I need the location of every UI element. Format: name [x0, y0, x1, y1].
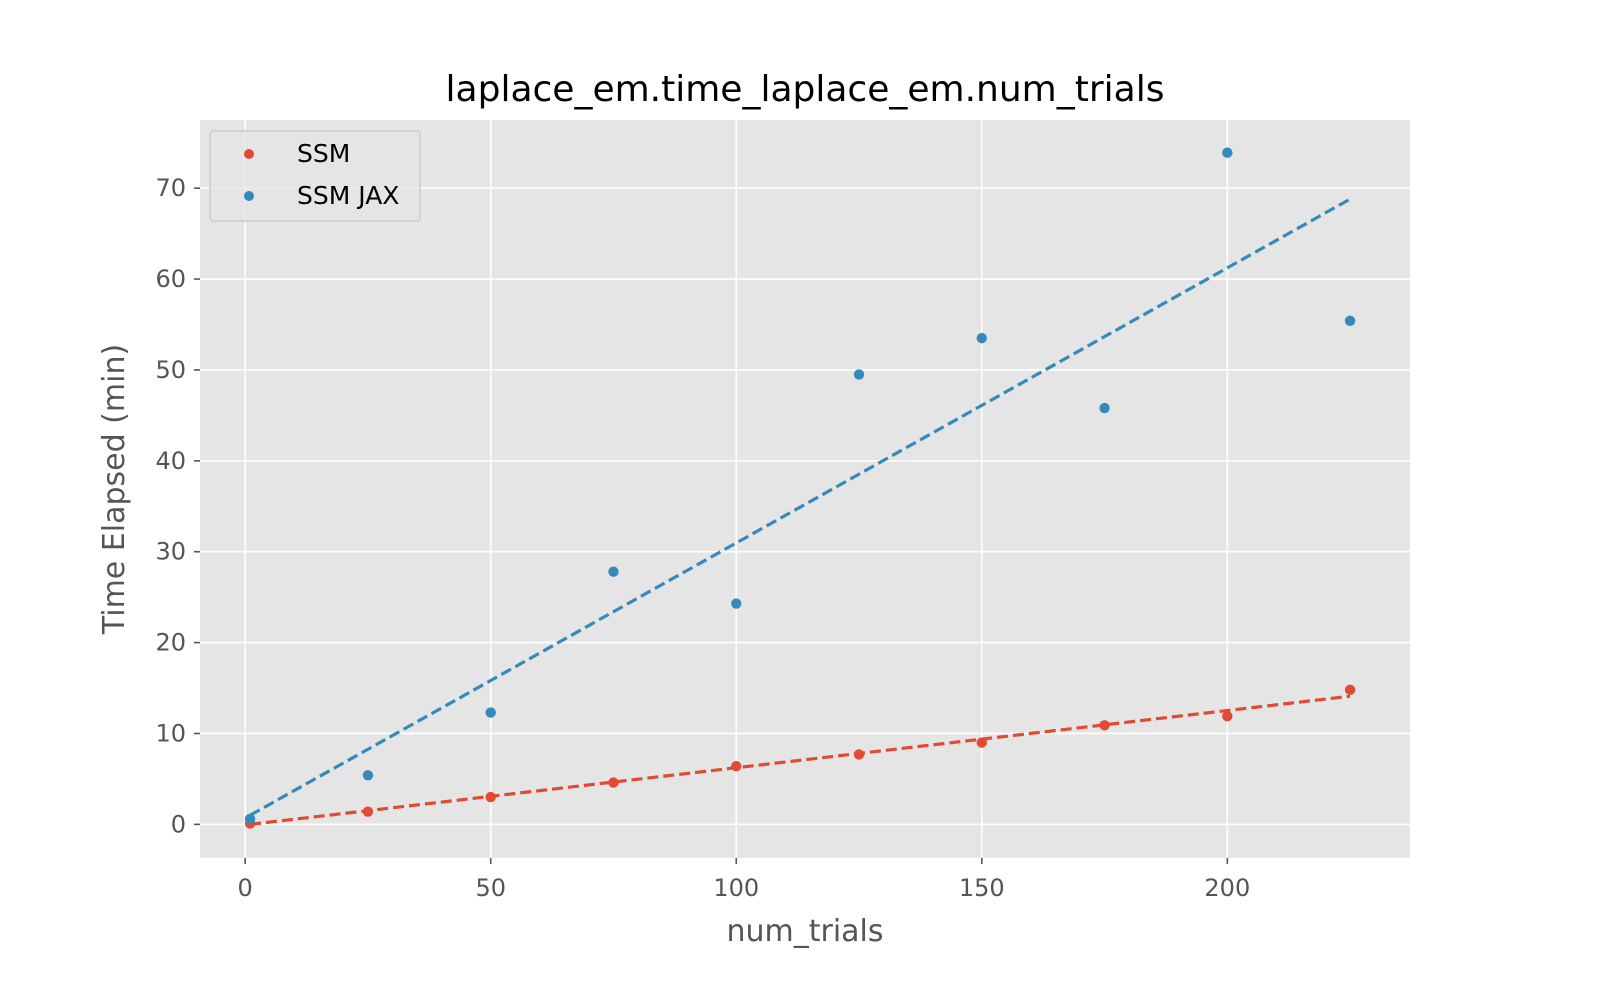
y-tick-label: 30: [155, 538, 186, 566]
data-point-ssm: [1099, 720, 1110, 731]
data-points: [244, 147, 1356, 829]
y-axis-label: Time Elapsed (min): [97, 344, 132, 635]
y-tick-label: 70: [155, 174, 186, 202]
data-point-ssm: [976, 737, 987, 748]
fit-line-ssm-jax: [249, 197, 1351, 817]
x-tick-label: 50: [475, 874, 506, 902]
chart-title: laplace_em.time_laplace_em.num_trials: [446, 69, 1165, 110]
y-tick-label: 20: [155, 629, 186, 657]
axis-ticks: 0 50 100 150 200 0 10 20 30 40 50 60 70: [155, 174, 1250, 902]
data-point-ssm: [362, 806, 374, 817]
data-point-ssm-jax: [731, 598, 742, 609]
x-tick-label: 0: [238, 874, 253, 902]
legend-marker-ssm: [244, 149, 254, 159]
data-point-ssm-jax: [1222, 147, 1233, 158]
data-point-ssm: [731, 761, 742, 772]
legend-box: [209, 130, 421, 222]
y-tick-label: 0: [171, 810, 186, 838]
y-tick-label: 10: [155, 719, 186, 747]
data-point-ssm-jax: [853, 369, 865, 380]
data-point-ssm: [1222, 711, 1233, 722]
legend-label-ssm: SSM: [297, 139, 350, 168]
y-tick-label: 40: [155, 447, 186, 475]
data-point-ssm-jax: [1344, 315, 1356, 327]
data-point-ssm: [485, 791, 496, 803]
data-point-ssm-jax: [362, 770, 374, 781]
x-tick-label: 200: [1204, 874, 1250, 902]
x-tick-label: 150: [959, 874, 1005, 902]
data-point-ssm-jax: [976, 332, 987, 344]
legend-label-ssm-jax: SSM JAX: [297, 181, 399, 210]
data-point-ssm: [1344, 684, 1356, 696]
data-point-ssm-jax: [244, 813, 256, 825]
data-point-ssm: [608, 777, 619, 788]
fit-lines: [249, 197, 1351, 826]
data-point-ssm: [853, 749, 865, 760]
y-tick-label: 50: [155, 356, 186, 384]
legend-marker-ssm-jax: [244, 191, 254, 201]
grid: [200, 120, 1410, 858]
x-tick-label: 100: [713, 874, 759, 902]
data-point-ssm-jax: [608, 566, 619, 577]
data-point-ssm-jax: [485, 707, 496, 718]
fit-line-ssm: [249, 694, 1351, 826]
x-axis-label: num_trials: [726, 914, 883, 949]
data-point-ssm-jax: [1099, 402, 1110, 414]
plot-area: [200, 120, 1410, 858]
y-tick-label: 60: [155, 265, 186, 293]
legend: SSM SSM JAX: [209, 130, 421, 222]
